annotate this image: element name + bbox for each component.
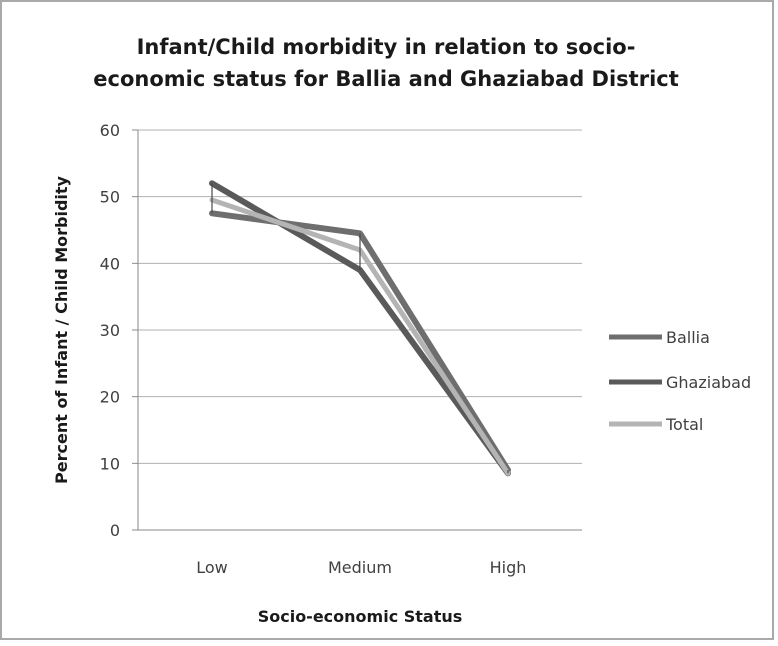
legend-label-total: Total <box>665 415 703 434</box>
grid <box>132 129 582 531</box>
y-tick-labels: 0 10 20 30 40 50 60 <box>100 121 120 540</box>
x-tick-labels: Low Medium High <box>196 558 526 577</box>
y-tick-label: 40 <box>100 254 120 273</box>
series <box>209 180 511 477</box>
y-tick-label: 20 <box>100 388 120 407</box>
x-tick-label: Medium <box>328 558 392 577</box>
series-line-ghaziabad <box>209 180 511 477</box>
y-tick-label: 60 <box>100 121 120 140</box>
y-tick-label: 50 <box>100 188 120 207</box>
chart-title-line-1: Infant/Child morbidity in relation to so… <box>137 35 636 59</box>
y-tick-label: 30 <box>100 321 120 340</box>
y-tick-label: 0 <box>110 521 120 540</box>
legend-label-ballia: Ballia <box>666 328 710 347</box>
drop-lines <box>211 183 509 474</box>
y-axis-title: Percent of Infant / Child Morbidity <box>52 175 71 484</box>
legend-label-ghaziabad: Ghaziabad <box>666 373 751 392</box>
x-tick-label: Low <box>196 558 228 577</box>
chart-title-line-2: economic status for Ballia and Ghaziabad… <box>93 67 679 91</box>
x-axis-title: Socio-economic Status <box>258 607 463 626</box>
axes <box>137 130 582 531</box>
legend: Ballia Ghaziabad Total <box>609 328 751 434</box>
y-tick-label: 10 <box>100 454 120 473</box>
x-tick-label: High <box>490 558 527 577</box>
